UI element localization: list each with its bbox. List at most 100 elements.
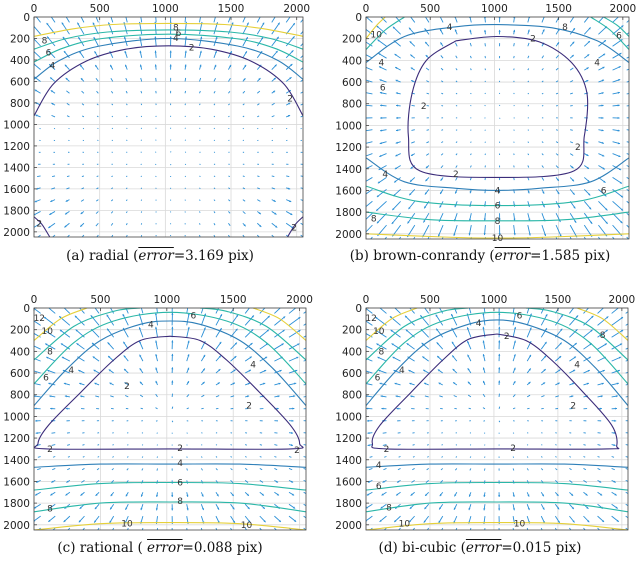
quiver-arrowhead <box>62 369 66 372</box>
quiver-arrow <box>230 456 233 458</box>
contour-line <box>34 29 303 50</box>
contour-line <box>34 522 306 530</box>
quiver-arrowhead <box>51 102 54 105</box>
quiver-arrowhead <box>29 344 31 346</box>
quiver-field <box>361 304 628 530</box>
quiver-arrowhead <box>603 40 606 43</box>
quiver-arrow <box>410 17 416 23</box>
quiver-arrowhead <box>303 188 305 190</box>
quiver-arrowhead <box>440 191 443 194</box>
quiver-arrowhead <box>291 50 294 53</box>
quiver-arrowhead <box>34 506 37 509</box>
quiver-arrowhead <box>307 420 309 422</box>
quiver-arrow <box>228 175 231 177</box>
contour-line <box>366 522 628 530</box>
contour-label: 2 <box>246 402 252 412</box>
quiver-arrowhead <box>310 533 312 535</box>
quiver-arrowhead <box>420 315 423 318</box>
quiver-arrowhead <box>410 179 413 182</box>
quiver-arrow <box>186 432 188 434</box>
quiver-arrowhead <box>154 313 158 316</box>
contour-line <box>371 333 620 450</box>
quiver-arrowhead <box>634 130 636 132</box>
quiver-arrowhead <box>545 314 548 317</box>
quiver-arrow <box>186 313 190 326</box>
axes-frame <box>33 16 304 238</box>
quiver-arrow <box>412 527 415 530</box>
quiver-arrowhead <box>277 395 280 398</box>
quiver-arrow <box>441 527 444 530</box>
quiver-arrowhead <box>570 493 574 496</box>
quiver-arrow <box>155 139 157 141</box>
quiver-arrowhead <box>108 355 111 359</box>
quiver-arrow <box>67 456 71 458</box>
quiver-arrowhead <box>60 343 64 346</box>
quiver-arrow <box>455 527 458 530</box>
quiver-arrow <box>395 17 402 23</box>
quiver-arrowhead <box>380 116 383 120</box>
quiver-arrowhead <box>50 493 53 496</box>
quiver-arrow <box>424 17 430 23</box>
quiver-arrowhead <box>47 369 50 372</box>
quiver-arrow <box>81 90 85 94</box>
quiver-arrowhead <box>451 341 454 344</box>
quiver-arrowhead <box>107 342 110 345</box>
quiver-arrow <box>52 456 56 458</box>
quiver-arrowhead <box>309 520 311 522</box>
quiver-arrowhead <box>362 52 364 54</box>
quiver-arrowhead <box>233 369 236 372</box>
quiver-arrow <box>611 343 623 350</box>
quiver-arrowhead <box>361 318 363 320</box>
quiver-arrow <box>470 129 472 131</box>
quiver-arrow <box>382 432 387 434</box>
quiver-arrow <box>554 308 560 314</box>
quiver-arrowhead <box>94 506 97 510</box>
quiver-arrow <box>230 468 233 471</box>
quiver-arrowhead <box>276 493 279 496</box>
quiver-arrowhead <box>363 370 365 372</box>
contour-line <box>252 308 306 341</box>
quiver-arrowhead <box>606 304 608 306</box>
quiver-arrowhead <box>558 356 562 359</box>
quiver-arrowhead <box>617 142 621 145</box>
quiver-arrow <box>470 165 472 168</box>
quiver-arrowhead <box>80 395 83 398</box>
y-tick-label: 1800 <box>3 498 30 510</box>
quiver-arrow <box>94 308 100 314</box>
contour-label: 2 <box>570 402 576 412</box>
quiver-arrow <box>411 141 415 144</box>
quiver-arrow <box>366 92 373 95</box>
quiver-arrow <box>389 315 401 326</box>
caption-a: (a) radial (error=3.169 pix) <box>66 248 254 264</box>
quiver-arrow <box>274 468 278 471</box>
quiver-arrow <box>59 329 71 338</box>
quiver-arrowhead <box>439 205 442 208</box>
y-tick-label: 1400 <box>335 164 362 176</box>
contour-line <box>366 311 628 385</box>
quiver-arrow <box>455 42 458 47</box>
quiver-arrowhead <box>557 507 560 510</box>
quiver-arrow <box>300 115 303 118</box>
quiver-arrowhead <box>79 382 82 385</box>
quiver-arrow <box>201 432 203 434</box>
quiver-arrowhead <box>261 493 264 496</box>
quiver-arrow <box>141 456 144 458</box>
quiver-arrowhead <box>204 300 206 302</box>
quiver-arrow <box>626 200 629 204</box>
contour-label: 8 <box>495 217 501 227</box>
quiver-arrowhead <box>123 355 126 358</box>
quiver-arrowhead <box>378 167 381 170</box>
contour-line <box>34 463 306 468</box>
quiver-arrowhead <box>232 382 235 385</box>
contour-label: 2 <box>177 444 183 454</box>
quiver-arrow <box>213 103 216 106</box>
contour-label: 2 <box>575 143 581 153</box>
quiver-arrowhead <box>214 64 217 67</box>
quiver-arrow <box>555 456 557 458</box>
quiver-arrowhead <box>184 36 188 39</box>
quiver-arrow <box>61 22 70 35</box>
quiver-arrowhead <box>306 63 308 65</box>
quiver-arrow <box>484 104 486 107</box>
quiver-arrowhead <box>556 493 559 497</box>
quiver-arrow <box>439 395 443 398</box>
